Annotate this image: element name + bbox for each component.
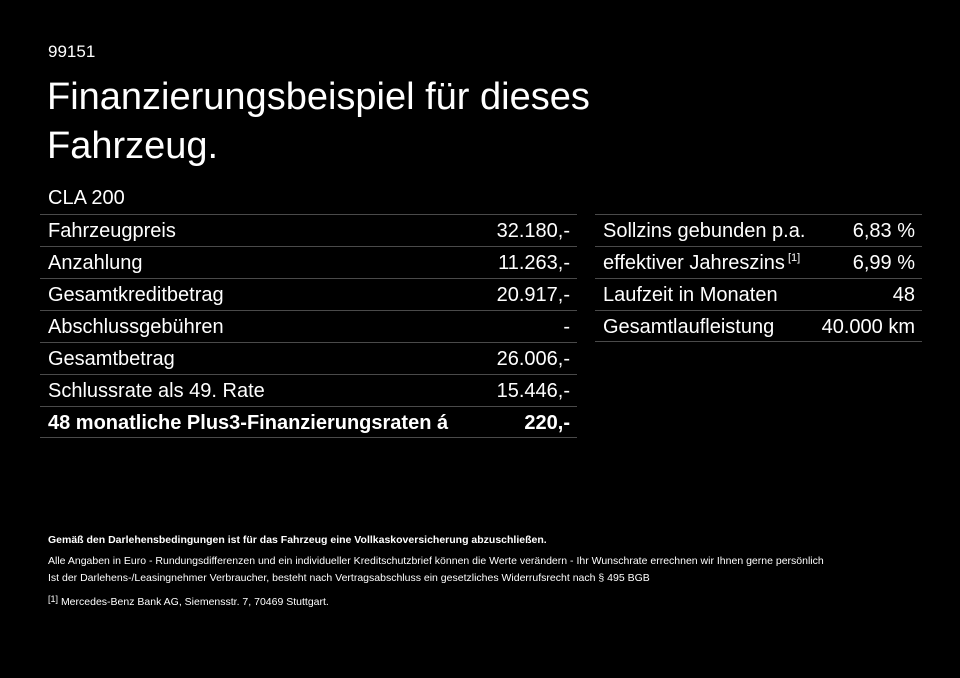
label-text: Laufzeit in Monaten bbox=[603, 284, 778, 306]
footer-line: Alle Angaben in Euro - Rundungsdifferenz… bbox=[48, 555, 824, 567]
footnote-text: Mercedes-Benz Bank AG, Siemensstr. 7, 70… bbox=[60, 596, 329, 608]
row-value: 6,83 % bbox=[852, 220, 915, 242]
row-value: 15.446,- bbox=[496, 380, 570, 402]
table-row: Fahrzeugpreis 32.180,- bbox=[40, 214, 577, 246]
footnote-marker: [1] bbox=[48, 594, 59, 604]
row-label: Laufzeit in Monaten bbox=[603, 284, 778, 307]
label-text: Gesamtlaufleistung bbox=[603, 316, 775, 338]
row-value: 32.180,- bbox=[496, 220, 570, 242]
label-text: effektiver Jahreszins bbox=[603, 252, 785, 274]
table-row: Sollzins gebunden p.a. 6,83 % bbox=[595, 214, 922, 246]
table-row: Abschlussgebühren - bbox=[40, 310, 577, 342]
table-row: Schlussrate als 49. Rate 15.446,- bbox=[40, 374, 577, 406]
row-label: Gesamtlaufleistung bbox=[603, 316, 774, 339]
label-text: Fahrzeugpreis bbox=[48, 220, 176, 242]
left-table: Fahrzeugpreis 32.180,- Anzahlung 11.263,- Ge… bbox=[40, 214, 577, 438]
code: 99151 bbox=[48, 42, 96, 61]
row-label: Anzahlung bbox=[48, 252, 143, 275]
row-value: 40.000 km bbox=[821, 316, 915, 338]
row-label: Gesamtkreditbetrag bbox=[48, 284, 224, 307]
table-row: Anzahlung 11.263,- bbox=[40, 246, 577, 278]
row-label: Sollzins gebunden p.a. bbox=[603, 220, 805, 243]
table-row: Laufzeit in Monaten 48 bbox=[595, 278, 922, 310]
row-label: Fahrzeugpreis bbox=[48, 220, 176, 243]
model: CLA 200 bbox=[48, 187, 125, 209]
row-label: effektiver Jahreszins [1] bbox=[603, 252, 800, 275]
label-text: Schlussrate als 49. Rate bbox=[48, 380, 265, 402]
footnote: [1] Mercedes-Benz Bank AG, Siemensstr. 7… bbox=[48, 594, 329, 608]
row-value: - bbox=[563, 316, 570, 338]
table-row: Gesamtbetrag 26.006,- bbox=[40, 342, 577, 374]
title: Fahrzeug. bbox=[47, 125, 219, 167]
label-text: Gesamtbetrag bbox=[48, 348, 175, 370]
row-value: 6,99 % bbox=[852, 252, 915, 274]
notice: Gemäß den Darlehensbedingungen ist für d… bbox=[48, 534, 547, 546]
title: Finanzierungsbeispiel für dieses bbox=[47, 76, 590, 118]
row-value: 11.263,- bbox=[498, 252, 570, 274]
label-text: Sollzins gebunden p.a. bbox=[603, 220, 806, 242]
label-text: Anzahlung bbox=[48, 252, 143, 274]
label-text: Abschlussgebühren bbox=[48, 316, 224, 338]
row-value: 20.917,- bbox=[496, 284, 570, 306]
table-row: 48 monatliche Plus3-Finanzierungsraten á… bbox=[40, 406, 577, 438]
note-marker: [1] bbox=[787, 252, 801, 264]
row-value: 48 bbox=[892, 284, 915, 306]
table-row: Gesamtlaufleistung 40.000 km bbox=[595, 310, 922, 342]
row-value: 220,- bbox=[524, 412, 570, 434]
row-value: 26.006,- bbox=[496, 348, 570, 370]
row-label: Gesamtbetrag bbox=[48, 348, 175, 371]
row-label: Schlussrate als 49. Rate bbox=[48, 380, 265, 403]
footer-line: Ist der Darlehens-/Leasingnehmer Verbrau… bbox=[48, 572, 650, 584]
row-label: Abschlussgebühren bbox=[48, 316, 224, 339]
table-row: effektiver Jahreszins [1] 6,99 % bbox=[595, 246, 922, 278]
row-label: 48 monatliche Plus3-Finanzierungsraten á bbox=[48, 412, 448, 435]
right-table: Sollzins gebunden p.a. 6,83 % effektiver J… bbox=[595, 214, 922, 342]
label-text: 48 monatliche Plus3-Finanzierungsraten á bbox=[48, 412, 449, 434]
table-row: Gesamtkreditbetrag 20.917,- bbox=[40, 278, 577, 310]
label-text: Gesamtkreditbetrag bbox=[48, 284, 224, 306]
